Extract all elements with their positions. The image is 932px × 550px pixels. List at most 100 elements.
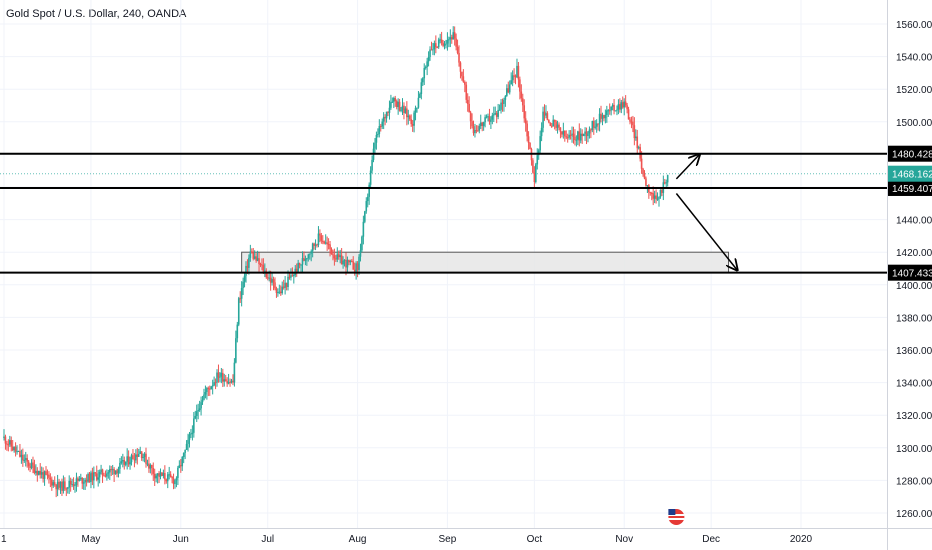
candle-body bbox=[306, 258, 308, 260]
candle-body bbox=[407, 115, 410, 118]
candle-body bbox=[122, 460, 124, 462]
candle-body bbox=[410, 119, 412, 124]
candle-body bbox=[346, 259, 349, 268]
candle-body bbox=[226, 381, 228, 384]
candle-body bbox=[316, 244, 318, 246]
candle-body bbox=[649, 192, 652, 194]
candle-body bbox=[159, 472, 162, 477]
candle-body bbox=[93, 472, 95, 481]
projection-arrow bbox=[675, 193, 737, 271]
candle-body bbox=[484, 117, 486, 123]
candle-body bbox=[30, 462, 33, 468]
candle-body bbox=[179, 465, 182, 467]
candle-body bbox=[353, 269, 356, 272]
candle-body bbox=[366, 196, 369, 202]
candle-body bbox=[450, 37, 453, 40]
candle-body bbox=[466, 99, 469, 104]
candle-body bbox=[206, 388, 208, 393]
candle-body bbox=[355, 263, 357, 272]
candle-body bbox=[540, 127, 543, 137]
candle-body bbox=[575, 139, 578, 141]
candle-body bbox=[320, 235, 323, 241]
candle-body bbox=[658, 197, 660, 199]
candle-body bbox=[520, 91, 523, 99]
level-price-label: 1459.407 bbox=[892, 184, 932, 195]
candle-body bbox=[623, 101, 626, 108]
candle-body bbox=[608, 110, 611, 112]
candle-body bbox=[10, 440, 13, 447]
candle-body bbox=[237, 298, 240, 325]
candle-body bbox=[417, 97, 420, 108]
y-tick-label: 1440.000 bbox=[896, 216, 932, 227]
candle-body bbox=[521, 98, 524, 106]
candle-body bbox=[281, 286, 284, 294]
x-tick-label: 2020 bbox=[790, 534, 813, 545]
candle-body bbox=[161, 472, 163, 476]
candle-body bbox=[419, 93, 421, 98]
candle-body bbox=[517, 65, 520, 80]
candle-body bbox=[539, 136, 541, 151]
candle-body bbox=[369, 170, 372, 185]
candle-body bbox=[385, 111, 388, 119]
candle-body bbox=[423, 68, 426, 79]
candle-body bbox=[487, 116, 489, 118]
candle-body bbox=[656, 198, 659, 200]
candle-body bbox=[588, 129, 591, 134]
candle-body bbox=[24, 458, 27, 460]
candle-body bbox=[85, 479, 88, 482]
candle-body bbox=[439, 39, 441, 41]
candle-body bbox=[104, 475, 107, 477]
us-flag-stripe bbox=[668, 518, 685, 520]
y-tick-label: 1560.000 bbox=[896, 20, 932, 31]
candle-body bbox=[553, 119, 556, 122]
candle-body bbox=[52, 482, 55, 486]
candle-body bbox=[133, 459, 136, 461]
candle-body bbox=[579, 133, 582, 141]
candle-body bbox=[411, 123, 414, 126]
candle-body bbox=[464, 81, 466, 85]
candle-body bbox=[171, 476, 173, 479]
candle-body bbox=[261, 264, 263, 266]
candle-body bbox=[229, 382, 231, 384]
x-tick-label: Jun bbox=[173, 534, 189, 545]
candle-body bbox=[364, 211, 366, 222]
candle-body bbox=[233, 362, 236, 383]
x-tick-label: Oct bbox=[527, 534, 543, 545]
candle-body bbox=[242, 281, 244, 289]
candle-body bbox=[119, 462, 121, 469]
candle-body bbox=[563, 130, 566, 137]
candle-body bbox=[82, 482, 85, 484]
candle-body bbox=[151, 464, 153, 468]
y-tick-label: 1380.000 bbox=[896, 313, 932, 324]
candle-body bbox=[666, 175, 669, 183]
candle-body bbox=[536, 155, 539, 165]
candle-body bbox=[404, 108, 407, 114]
candle-body bbox=[178, 465, 181, 468]
candle-body bbox=[611, 104, 614, 107]
candle-body bbox=[13, 446, 15, 451]
candle-body bbox=[58, 481, 60, 488]
candle-body bbox=[581, 133, 583, 137]
candle-body bbox=[497, 109, 499, 117]
candle-body bbox=[448, 39, 450, 41]
candle-body bbox=[508, 84, 511, 93]
candle-body bbox=[461, 71, 463, 77]
candle-body bbox=[398, 101, 401, 111]
candle-body bbox=[49, 477, 52, 480]
candle-body bbox=[494, 113, 497, 115]
candle-body bbox=[400, 110, 402, 112]
candle-body bbox=[635, 136, 637, 139]
candle-body bbox=[640, 158, 643, 169]
candle-body bbox=[127, 456, 130, 465]
candle-body bbox=[329, 244, 331, 250]
candle-body bbox=[582, 133, 585, 137]
candle-body bbox=[33, 465, 36, 473]
candle-body bbox=[227, 382, 230, 384]
candle-body bbox=[297, 262, 299, 273]
y-tick-label: 1400.000 bbox=[896, 281, 932, 292]
candle-body bbox=[269, 277, 272, 283]
candle-body bbox=[275, 288, 278, 293]
candle-body bbox=[442, 42, 444, 46]
candle-body bbox=[330, 249, 333, 255]
